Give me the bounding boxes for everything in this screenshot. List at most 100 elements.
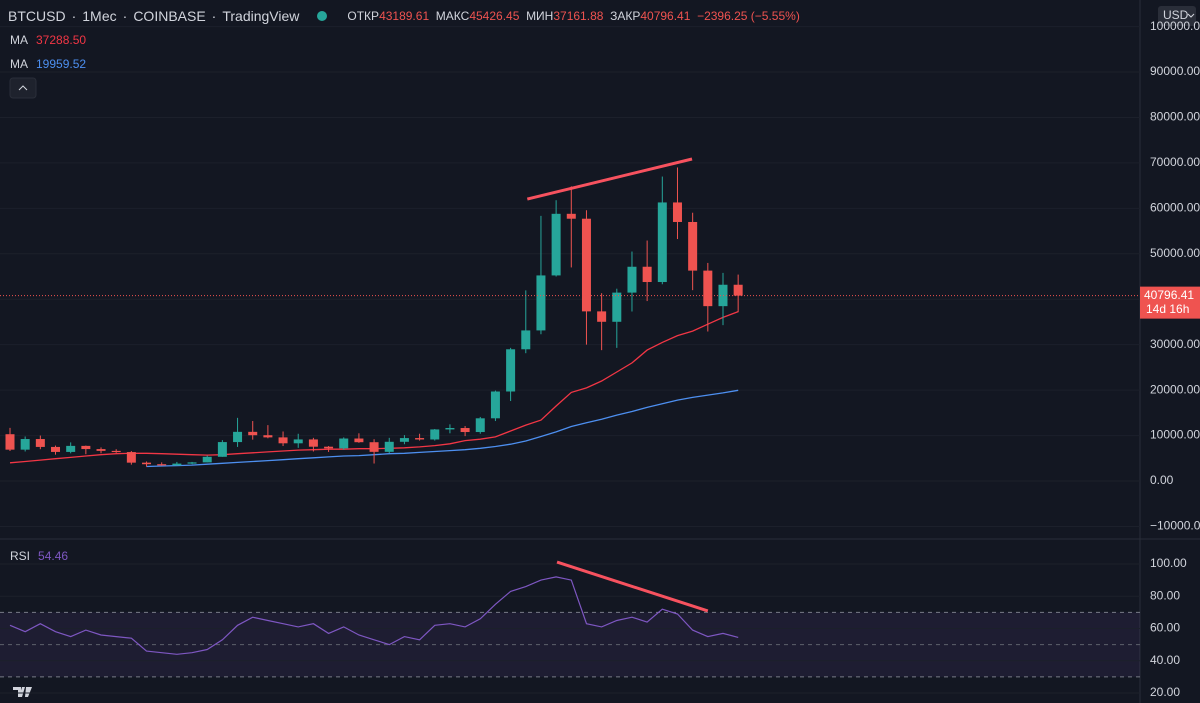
ma-legend: MA 37288.50	[10, 33, 86, 47]
candle	[430, 428, 440, 441]
tv-logo	[10, 682, 38, 700]
ma-legend: MA 19959.52	[10, 57, 86, 71]
candle-body	[96, 449, 106, 451]
candle-body	[718, 284, 728, 307]
candle	[35, 435, 45, 450]
candle-body	[703, 270, 713, 307]
candle	[490, 390, 500, 422]
candle-body	[51, 446, 61, 452]
candle-body	[217, 442, 227, 457]
candle	[20, 436, 30, 452]
candle-body	[142, 462, 152, 465]
y-tick-label: 70000.00	[1150, 155, 1200, 169]
y-tick-label: 0.00	[1150, 473, 1174, 487]
candle	[233, 417, 243, 447]
y-tick-label: 20000.00	[1150, 382, 1200, 396]
candle	[5, 427, 15, 452]
candle-body	[430, 429, 440, 440]
candle-body	[263, 435, 273, 438]
candle	[187, 461, 197, 465]
candle	[308, 437, 318, 452]
candle	[612, 288, 622, 348]
open-value: 43189.61	[379, 9, 430, 23]
candle-body	[657, 202, 667, 283]
candle-body	[566, 213, 576, 219]
candle	[263, 425, 273, 439]
candle	[672, 167, 682, 240]
candle	[399, 435, 409, 445]
candle-body	[293, 439, 303, 444]
candle	[642, 240, 652, 302]
candle	[354, 433, 364, 443]
y-tick-label: 60.00	[1150, 621, 1180, 635]
candle-body	[415, 438, 425, 440]
candle-body	[551, 213, 561, 276]
open-label: ОТКР	[347, 9, 380, 23]
candle	[142, 461, 152, 467]
candle	[157, 462, 167, 466]
ohlc: ОТКР43189.61 МАКС45426.45 МИН37161.88 ЗА…	[347, 9, 799, 23]
high-value: 45426.45	[469, 9, 520, 23]
candle	[217, 440, 227, 457]
candle-body	[339, 438, 349, 449]
candle-body	[536, 275, 546, 331]
plot: −10000.000.0010000.0020000.0030000.00400…	[0, 19, 1200, 699]
candle-body	[506, 349, 516, 392]
candle	[369, 439, 379, 464]
candle-body	[5, 434, 15, 450]
candle	[111, 449, 121, 453]
candle-body	[399, 438, 409, 442]
candle	[51, 445, 61, 455]
y-tick-label: 100.00	[1150, 556, 1187, 570]
close-label: ЗАКР	[610, 9, 641, 23]
candle-body	[66, 445, 76, 452]
legend-value: 37288.50	[36, 33, 87, 47]
candle-body	[187, 462, 197, 464]
low-label: МИН	[526, 9, 554, 23]
change: −2396.25 (−5.55%)	[697, 9, 800, 23]
exchange: COINBASE	[133, 8, 206, 24]
candle	[172, 461, 182, 466]
candle-body	[157, 464, 167, 466]
candle	[506, 347, 516, 402]
candle	[339, 437, 349, 450]
candle-body	[597, 311, 607, 322]
collapse-button[interactable]	[9, 77, 37, 99]
currency-button[interactable]	[1158, 6, 1196, 26]
candle	[126, 451, 136, 465]
low-value: 37161.88	[553, 9, 604, 23]
header: BTCUSD · 1Мес · COINBASE · TradingView ОТКР…	[8, 8, 800, 24]
candle	[703, 262, 713, 332]
interval: 1Мес	[82, 8, 117, 24]
price-tag-value: 40796.41	[1144, 288, 1194, 302]
candle-body	[475, 418, 485, 433]
collapse-icon	[18, 85, 28, 91]
legend-name: RSI	[10, 549, 31, 563]
candle-body	[20, 439, 30, 450]
symbol: BTCUSD	[8, 8, 66, 24]
candle	[688, 212, 698, 291]
y-tick-label: 90000.00	[1150, 64, 1200, 78]
price-tag	[1140, 286, 1200, 319]
candle	[597, 293, 607, 351]
candle-body	[384, 441, 394, 452]
candle	[657, 176, 667, 285]
candle	[66, 442, 76, 454]
candle-body	[308, 439, 318, 447]
candle	[415, 433, 425, 441]
candle-body	[233, 431, 243, 443]
candle-body	[324, 446, 334, 449]
currency[interactable]: USD	[1163, 8, 1189, 22]
y-tick-label: 30000.00	[1150, 337, 1200, 351]
ma-line	[146, 389, 739, 468]
candle-body	[111, 450, 121, 453]
candle-body	[642, 266, 652, 283]
candle	[733, 274, 743, 313]
candle	[627, 251, 637, 312]
candle	[324, 446, 334, 452]
candle	[566, 186, 576, 268]
candle-body	[627, 266, 637, 293]
source: TradingView	[222, 8, 300, 24]
candle	[521, 290, 531, 354]
